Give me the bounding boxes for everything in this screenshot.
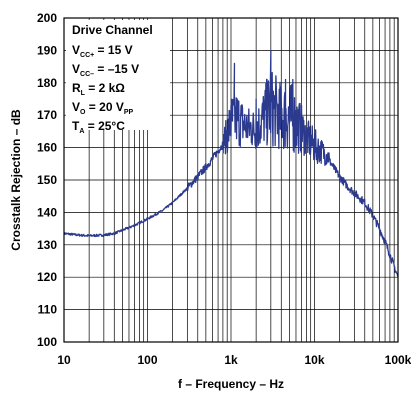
x-tick-label: 10 [57, 353, 71, 367]
legend-title: Drive Channel [72, 23, 153, 37]
plot-frame [63, 17, 399, 343]
legend-entry: VCC– = –15 V [72, 62, 139, 78]
y-tick-label: 130 [37, 238, 57, 252]
x-axis-label: f – Frequency – Hz [178, 377, 284, 391]
x-tick-label: 100k [385, 353, 411, 367]
series-line [63, 49, 399, 277]
series-layer [63, 49, 399, 277]
y-tick-label: 160 [37, 141, 57, 155]
legend: Drive Channel VCC+ = 15 V VCC– = –15 V RL … [66, 20, 170, 135]
x-tick-label: 10k [304, 353, 324, 367]
y-tick-label: 190 [37, 43, 57, 57]
y-axis-label: Crosstalk Rejection – dB [9, 109, 23, 251]
legend-box [66, 20, 170, 130]
x-tick-label: 100 [137, 353, 157, 367]
legend-entry: TA = 25°C [72, 119, 125, 135]
y-tick-label: 140 [37, 205, 57, 219]
y-tick-label: 200 [37, 11, 57, 25]
legend-entry: VO = 20 VPP [72, 100, 134, 116]
legend-entry: RL = 2 kΩ [72, 81, 125, 97]
y-tick-label: 150 [37, 173, 57, 187]
y-tick-label: 120 [37, 270, 57, 284]
y-tick-label: 100 [37, 335, 57, 349]
tick-labels: 10 100 1k 10k 100k10011012013014015016017018… [37, 11, 411, 367]
legend-entry: VCC+ = 15 V [72, 43, 133, 59]
x-tick-label: 1k [224, 353, 238, 367]
y-tick-label: 110 [38, 303, 58, 317]
y-tick-label: 180 [37, 76, 57, 90]
y-tick-label: 170 [37, 108, 57, 122]
